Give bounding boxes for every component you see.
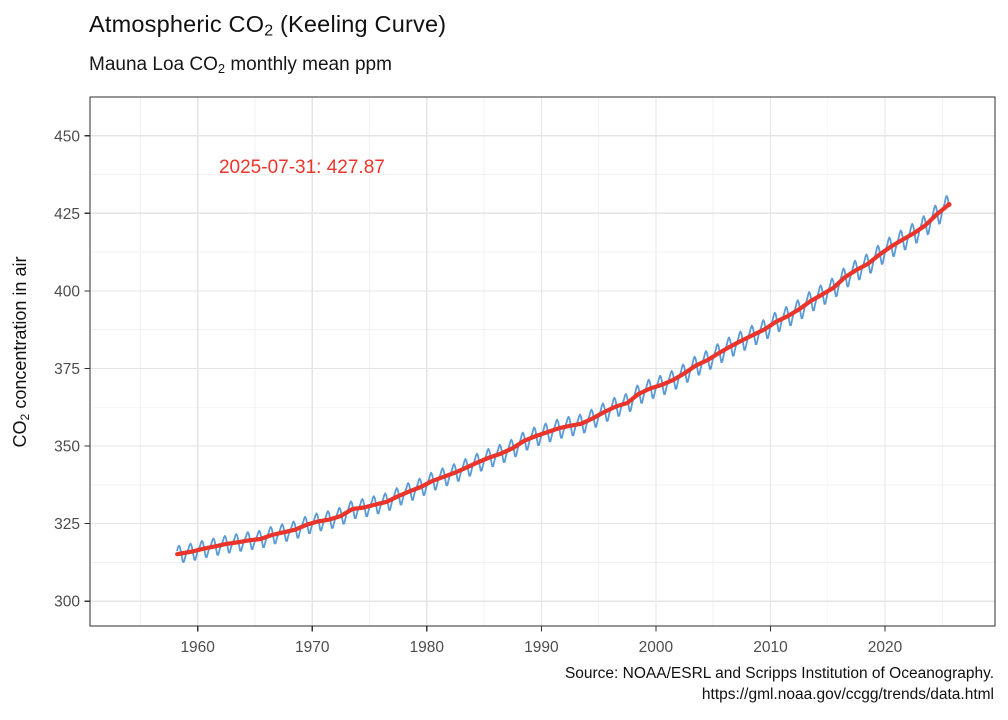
y-axis-title-text-post: concentration in air bbox=[10, 256, 31, 414]
panel-border bbox=[89, 96, 996, 627]
caption-source-line: Source: NOAA/ESRL and Scripps Institutio… bbox=[564, 665, 994, 682]
x-tick-label: 2010 bbox=[753, 639, 788, 656]
y-axis-title-text: CO bbox=[10, 420, 31, 448]
x-tick-label: 1970 bbox=[295, 639, 330, 656]
chart-title: Atmospheric CO2 (Keeling Curve) bbox=[89, 11, 446, 41]
latest-point-marker bbox=[946, 201, 952, 208]
monthly-mean-line bbox=[176, 195, 950, 563]
trend-line bbox=[175, 202, 952, 557]
x-tick-label: 2000 bbox=[639, 639, 674, 656]
x-tick-label: 2020 bbox=[868, 639, 903, 656]
x-tick-label: 1960 bbox=[180, 639, 215, 656]
subtitle-subscript: 2 bbox=[217, 60, 226, 76]
title-text: Atmospheric CO bbox=[89, 11, 265, 37]
title-subscript: 2 bbox=[264, 22, 274, 40]
y-tick-label: 425 bbox=[54, 206, 80, 223]
y-tick-label: 375 bbox=[54, 361, 80, 378]
x-tick-label: 1990 bbox=[524, 639, 559, 656]
y-tick-label: 450 bbox=[54, 128, 80, 145]
latest-value-annotation: 2025-07-31: 427.87 bbox=[218, 157, 385, 179]
y-axis-title-subscript: 2 bbox=[17, 413, 32, 421]
y-tick-label: 350 bbox=[54, 439, 80, 456]
source-caption: Source: NOAA/ESRL and Scripps Institutio… bbox=[565, 663, 994, 705]
subtitle-text-post: monthly mean ppm bbox=[225, 54, 392, 75]
plot-panel bbox=[90, 97, 995, 626]
title-text-post: (Keeling Curve) bbox=[273, 11, 447, 37]
y-tick-label: 300 bbox=[54, 594, 80, 611]
subtitle-text: Mauna Loa CO bbox=[89, 54, 218, 75]
y-tick-label: 400 bbox=[54, 283, 80, 300]
chart-subtitle: Mauna Loa CO2 monthly mean ppm bbox=[89, 54, 392, 76]
caption-url-line: https://gml.noaa.gov/ccgg/trends/data.ht… bbox=[701, 686, 994, 703]
x-tick-label: 1980 bbox=[410, 639, 445, 656]
y-axis-title: CO2 concentration in air bbox=[10, 257, 32, 448]
y-tick-label: 325 bbox=[54, 516, 80, 533]
